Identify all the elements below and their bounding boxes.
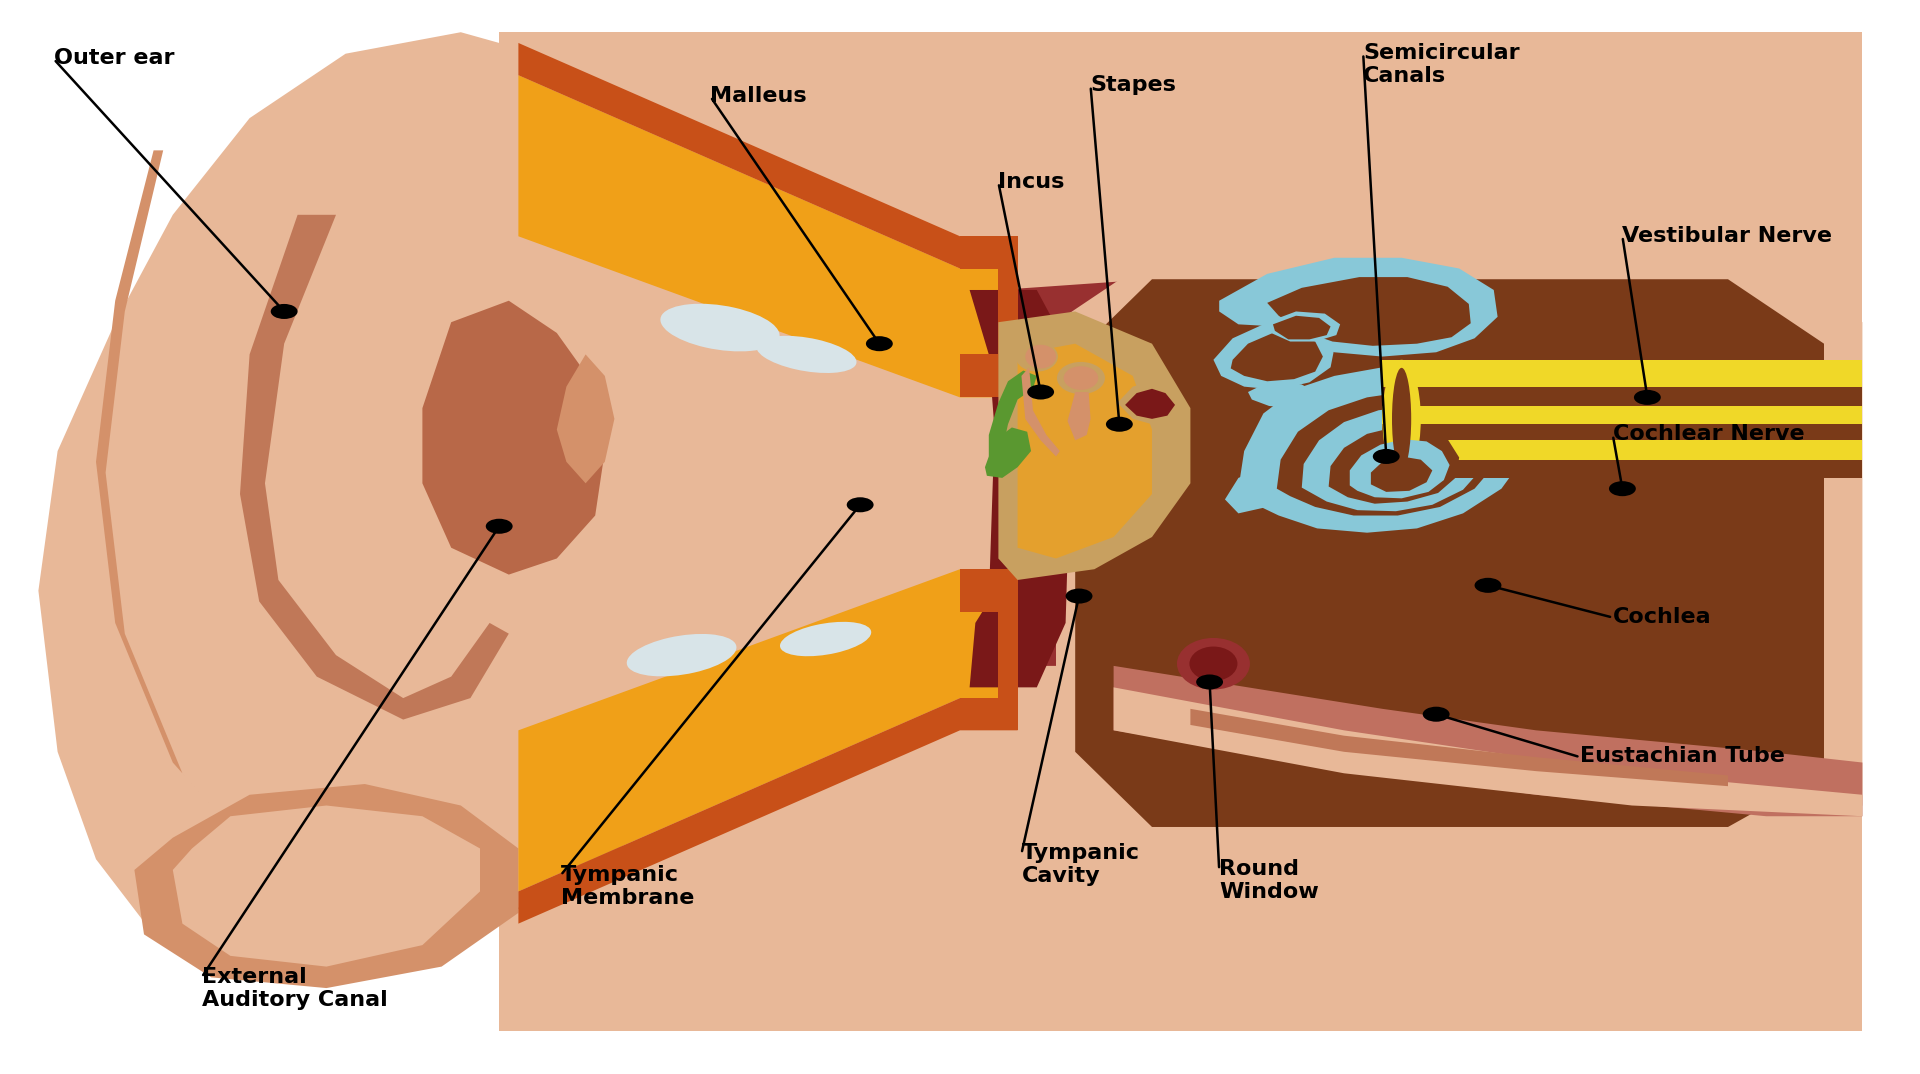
Ellipse shape bbox=[660, 304, 780, 351]
Ellipse shape bbox=[1064, 366, 1098, 390]
Polygon shape bbox=[557, 354, 614, 483]
Text: Malleus: Malleus bbox=[710, 86, 806, 106]
Circle shape bbox=[1634, 390, 1661, 405]
Polygon shape bbox=[1273, 316, 1331, 339]
Circle shape bbox=[1066, 589, 1092, 604]
Ellipse shape bbox=[756, 336, 856, 373]
Polygon shape bbox=[518, 569, 1018, 891]
Polygon shape bbox=[1277, 391, 1498, 516]
Polygon shape bbox=[989, 371, 1037, 456]
Polygon shape bbox=[998, 279, 1344, 666]
Polygon shape bbox=[518, 236, 1018, 730]
Ellipse shape bbox=[626, 634, 737, 677]
Polygon shape bbox=[134, 784, 518, 988]
Ellipse shape bbox=[1025, 345, 1056, 368]
Polygon shape bbox=[998, 290, 1402, 752]
Polygon shape bbox=[1382, 360, 1862, 387]
Polygon shape bbox=[38, 32, 730, 967]
Polygon shape bbox=[96, 150, 634, 918]
Polygon shape bbox=[1190, 709, 1728, 786]
Polygon shape bbox=[1117, 381, 1179, 424]
Polygon shape bbox=[1302, 406, 1484, 511]
Polygon shape bbox=[1056, 258, 1862, 859]
Text: Cochlear Nerve: Cochlear Nerve bbox=[1613, 424, 1805, 445]
Ellipse shape bbox=[1016, 342, 1058, 372]
Circle shape bbox=[486, 519, 513, 534]
Polygon shape bbox=[1329, 426, 1459, 504]
Text: Semicircular
Canals: Semicircular Canals bbox=[1363, 43, 1521, 86]
Polygon shape bbox=[1114, 666, 1862, 816]
Polygon shape bbox=[499, 32, 1862, 1031]
Polygon shape bbox=[1225, 467, 1286, 513]
Polygon shape bbox=[1382, 440, 1862, 460]
Circle shape bbox=[1106, 417, 1133, 432]
Polygon shape bbox=[518, 698, 1018, 924]
Polygon shape bbox=[1018, 344, 1152, 558]
Text: Outer ear: Outer ear bbox=[54, 48, 175, 69]
Text: Eustachian Tube: Eustachian Tube bbox=[1580, 746, 1786, 767]
Polygon shape bbox=[518, 43, 1018, 268]
Polygon shape bbox=[970, 290, 1071, 687]
Polygon shape bbox=[240, 215, 509, 720]
Polygon shape bbox=[422, 301, 605, 575]
Polygon shape bbox=[355, 236, 515, 585]
Circle shape bbox=[1196, 674, 1223, 690]
Ellipse shape bbox=[1056, 362, 1104, 394]
Polygon shape bbox=[1238, 367, 1526, 533]
Text: External
Auditory Canal: External Auditory Canal bbox=[202, 967, 388, 1010]
Polygon shape bbox=[1382, 460, 1862, 478]
Text: Cochlea: Cochlea bbox=[1613, 607, 1711, 627]
Polygon shape bbox=[1350, 439, 1450, 498]
Polygon shape bbox=[960, 569, 1018, 730]
Circle shape bbox=[1609, 481, 1636, 496]
Polygon shape bbox=[518, 75, 1018, 397]
Polygon shape bbox=[1075, 279, 1824, 827]
Circle shape bbox=[1475, 578, 1501, 593]
Polygon shape bbox=[1267, 311, 1340, 342]
Polygon shape bbox=[1248, 381, 1315, 408]
Polygon shape bbox=[998, 311, 1190, 580]
Polygon shape bbox=[1021, 367, 1060, 456]
Ellipse shape bbox=[1177, 638, 1250, 690]
Text: Tympanic
Membrane: Tympanic Membrane bbox=[561, 865, 693, 908]
Polygon shape bbox=[1382, 387, 1862, 406]
Circle shape bbox=[847, 497, 874, 512]
Ellipse shape bbox=[780, 622, 872, 656]
Polygon shape bbox=[1371, 456, 1432, 492]
Circle shape bbox=[271, 304, 298, 319]
Polygon shape bbox=[1382, 406, 1862, 424]
Polygon shape bbox=[1114, 687, 1862, 816]
Polygon shape bbox=[1267, 277, 1471, 346]
Text: Round
Window: Round Window bbox=[1219, 859, 1319, 902]
Circle shape bbox=[1373, 449, 1400, 464]
Polygon shape bbox=[985, 427, 1031, 478]
Polygon shape bbox=[1219, 258, 1498, 357]
Circle shape bbox=[866, 336, 893, 351]
Text: Vestibular Nerve: Vestibular Nerve bbox=[1622, 226, 1832, 246]
Polygon shape bbox=[1068, 392, 1091, 440]
Text: Stapes: Stapes bbox=[1091, 75, 1177, 96]
Polygon shape bbox=[173, 806, 480, 967]
Ellipse shape bbox=[1190, 647, 1238, 681]
Polygon shape bbox=[1382, 424, 1862, 440]
Polygon shape bbox=[1125, 389, 1175, 419]
Polygon shape bbox=[1231, 333, 1323, 381]
Polygon shape bbox=[960, 236, 1018, 397]
Text: Incus: Incus bbox=[998, 172, 1066, 192]
Ellipse shape bbox=[1382, 360, 1421, 478]
Circle shape bbox=[1027, 384, 1054, 400]
Ellipse shape bbox=[1392, 367, 1411, 470]
Text: Tympanic
Cavity: Tympanic Cavity bbox=[1021, 843, 1139, 886]
Circle shape bbox=[1423, 707, 1450, 722]
Polygon shape bbox=[1213, 322, 1334, 390]
